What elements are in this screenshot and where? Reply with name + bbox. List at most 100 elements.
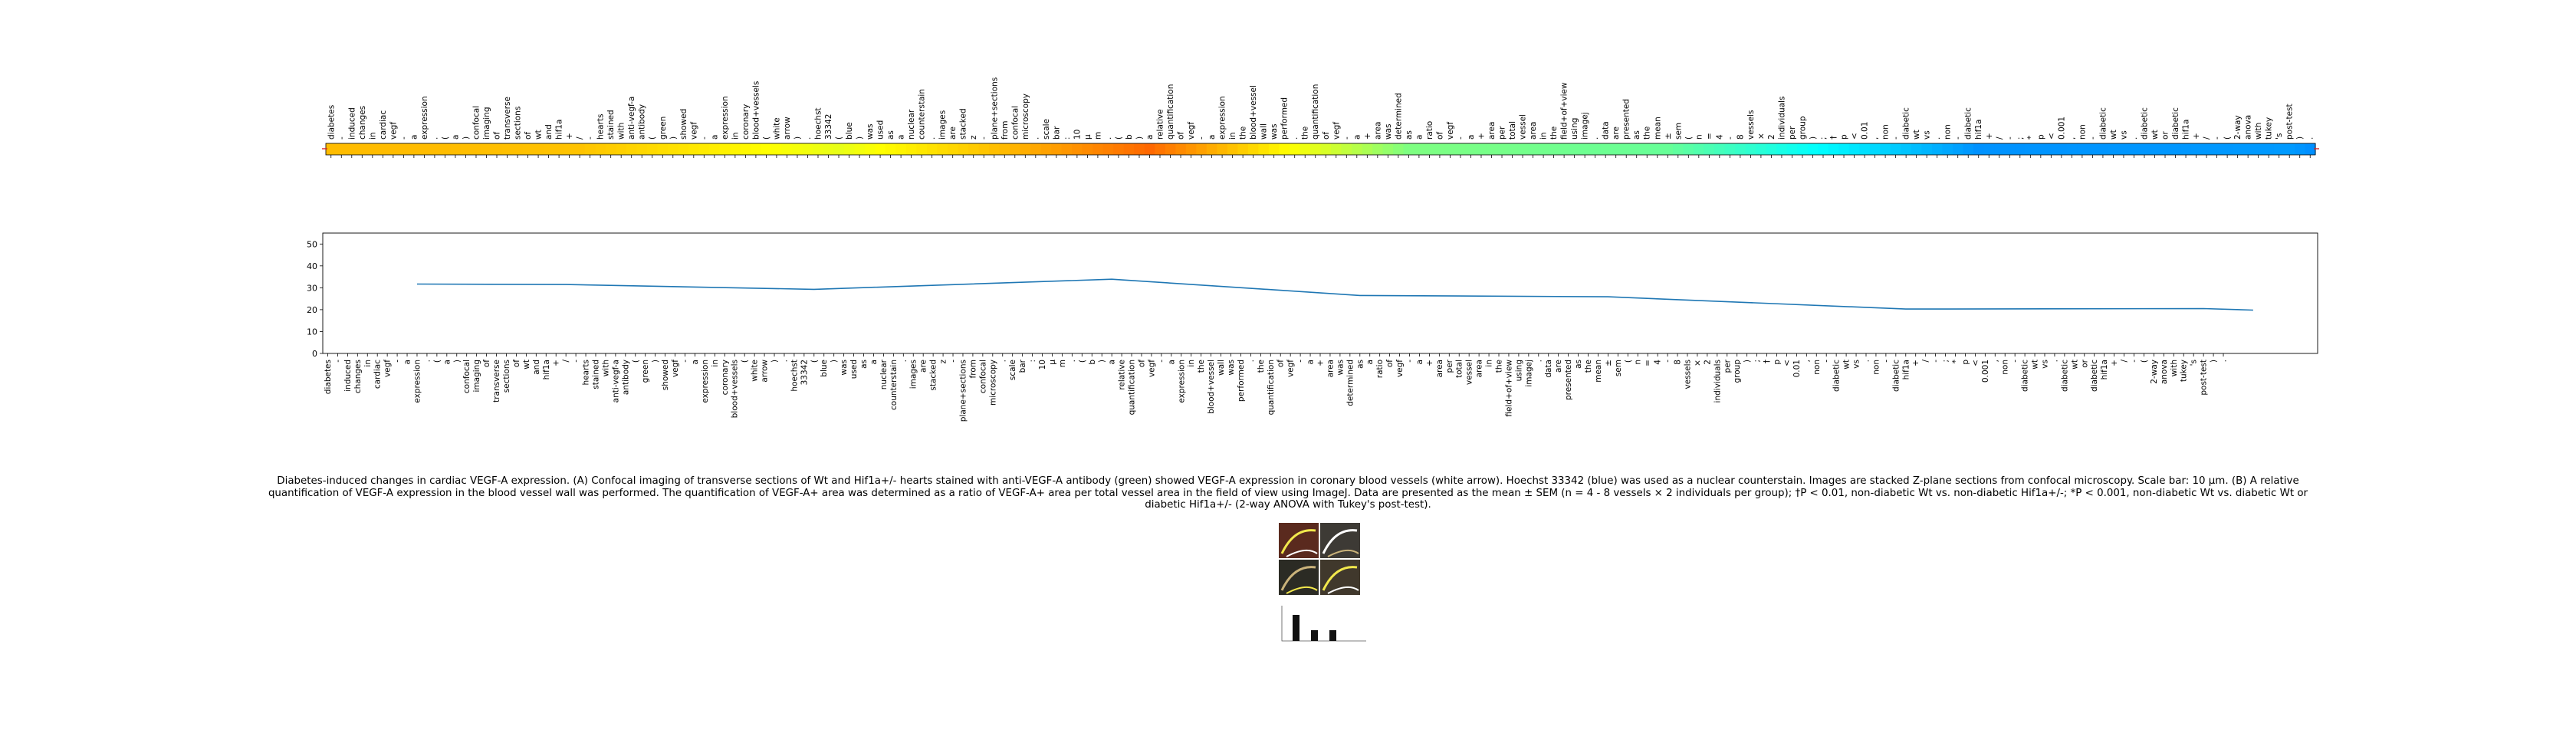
heatmap-token-label: -: [399, 136, 409, 140]
x-tick-label: -: [334, 360, 343, 363]
heatmap-token-label: ): [462, 136, 471, 140]
heatmap-token-label: the: [1643, 127, 1652, 140]
heatmap-token-label: expression: [420, 96, 429, 140]
heatmap-token-label: .: [1290, 137, 1300, 140]
heatmap-cell: [1538, 143, 1549, 155]
heatmap-cell: [2160, 143, 2171, 155]
heatmap-cell: [1610, 143, 1622, 155]
heatmap-token-label: of: [1177, 132, 1186, 140]
heatmap-cell: [419, 143, 430, 155]
heatmap-cell: [2004, 143, 2016, 155]
x-tick-label: ): [651, 360, 660, 363]
x-tick-label: used: [849, 360, 859, 379]
micrograph-panel: [1279, 523, 1319, 558]
heatmap-cell: [1942, 143, 1953, 155]
heatmap-token-label: from: [1001, 121, 1010, 140]
x-tick-label: z: [939, 360, 948, 364]
heatmap-cell: [1973, 143, 1985, 155]
x-tick-label: .: [2050, 360, 2059, 362]
x-tick-label: hif1a: [2100, 360, 2109, 380]
heatmap-token-label: 0.01: [1861, 122, 1870, 140]
heatmap-cell: [905, 143, 917, 155]
heatmap-cell: [460, 143, 472, 155]
heatmap-token-label: as: [1632, 130, 1641, 140]
heatmap-token-label: ;: [1819, 136, 1829, 140]
x-tick-label: stacked: [929, 360, 938, 391]
heatmap-token-label: diabetic: [2098, 107, 2108, 140]
heatmap-cell: [1040, 143, 1052, 155]
heatmap-cell: [1652, 143, 1664, 155]
x-tick-label: expression: [412, 360, 422, 403]
x-tick-label: total: [1455, 360, 1464, 378]
vessel-stain: [1286, 549, 1318, 557]
heatmap-cell: [1766, 143, 1777, 155]
x-tick-label: -: [949, 360, 958, 363]
x-tick-label: /: [562, 360, 571, 363]
heatmap-token-label: (: [762, 136, 771, 140]
heatmap-cell: [1247, 143, 1260, 155]
heatmap-token-label: quantification: [1311, 84, 1320, 140]
heatmap-token-label: of: [1435, 132, 1444, 140]
heatmap-cell: [916, 143, 928, 155]
mini-bar: [1293, 615, 1300, 641]
heatmap-token-label: in: [731, 132, 740, 140]
heatmap-cell: [751, 143, 762, 155]
heatmap-cell: [1797, 143, 1809, 155]
heatmap-cell: [471, 143, 482, 155]
heatmap-cell: [1134, 143, 1145, 155]
x-tick-label: +: [1911, 360, 1921, 366]
heatmap-cell: [1911, 143, 1923, 155]
heatmap-token-label: diabetic: [2171, 107, 2180, 140]
heatmap-token-label: +: [565, 133, 574, 140]
x-tick-label: diabetes: [324, 360, 333, 394]
heatmap-token-label: quantification: [1166, 84, 1175, 140]
x-tick-label: p: [1961, 360, 1970, 365]
x-tick-label: transverse: [492, 360, 501, 402]
x-tick-label: ): [1098, 360, 1107, 363]
heatmap-token-label: ): [1809, 136, 1818, 140]
x-tick-label: hearts: [582, 360, 591, 385]
heatmap-token-label: -: [2006, 136, 2015, 140]
heatmap-token-label: in: [1539, 132, 1549, 140]
heatmap-token-label: nuclear: [907, 109, 916, 140]
x-tick-label: individuals: [1713, 360, 1722, 402]
heatmap-cell: [854, 143, 866, 155]
heatmap-cell: [781, 143, 793, 155]
heatmap-cell: [2232, 143, 2243, 155]
x-tick-label: 0.001: [1981, 360, 1990, 383]
heatmap-cell: [1393, 143, 1405, 155]
heatmap-cell: [533, 143, 544, 155]
heatmap-token-label: 4: [1715, 134, 1724, 140]
heatmap-token-label: -: [1891, 136, 1901, 140]
x-tick-label: non: [2001, 360, 2010, 375]
heatmap-cell: [1838, 143, 1850, 155]
heatmap-token-label: antibody: [638, 104, 647, 140]
heatmap-token-label: area: [1487, 122, 1497, 140]
heatmap-token-label: 8: [1736, 134, 1745, 140]
x-tick-label: anti-vegf-a: [611, 360, 620, 402]
heatmap-token-label: 2: [1767, 134, 1776, 140]
heatmap-cell: [1165, 143, 1176, 155]
heatmap-cell: [1776, 143, 1788, 155]
x-tick-label: 10: [1038, 360, 1047, 370]
x-tick-label: field+of+view: [1504, 360, 1513, 417]
heatmap-token-label: .: [2306, 137, 2315, 140]
y-tick-label: 10: [307, 327, 317, 337]
heatmap-cell: [388, 143, 399, 155]
heatmap-token-label: scale: [1042, 119, 1051, 140]
heatmap-token-label: imagej: [1581, 112, 1590, 140]
heatmap-cell: [429, 143, 441, 155]
x-tick-label: (: [741, 360, 750, 363]
x-tick-label: green: [641, 360, 650, 383]
x-tick-label: 's: [2190, 360, 2199, 366]
x-tick-label: the: [1257, 360, 1266, 373]
heatmap-cell: [1983, 143, 1995, 155]
heatmap-cell: [1476, 143, 1487, 155]
heatmap-token-label: ): [1135, 136, 1144, 140]
heatmap-cell: [595, 143, 606, 155]
y-tick-label: 30: [307, 283, 317, 293]
heatmap-token-label: ): [793, 136, 802, 140]
x-tick-label: †: [1763, 360, 1772, 363]
heatmap-cell: [2118, 143, 2130, 155]
heatmap-cell: [2294, 143, 2306, 155]
